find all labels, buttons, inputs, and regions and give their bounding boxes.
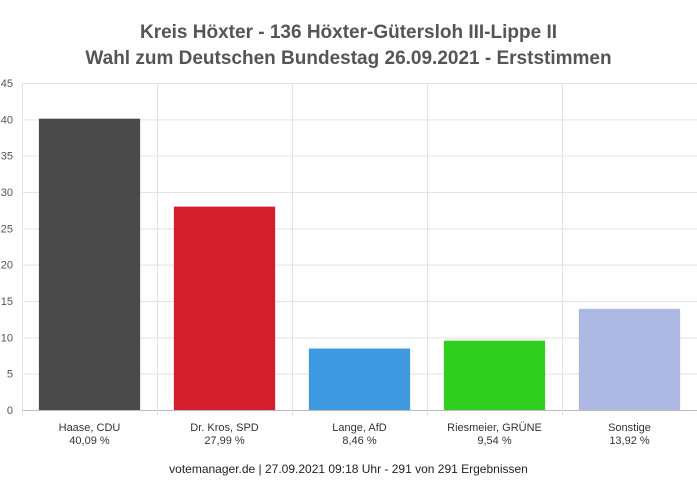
y-tick-label: 5 [7,369,13,381]
y-tick-label: 10 [1,332,13,344]
x-tick-percent-label: 40,09 % [69,435,110,447]
y-tick-label: 45 [1,78,13,90]
y-tick-label: 20 [1,260,13,272]
x-tick-label: Riesmeier, GRÜNE [447,422,542,434]
x-tick-label: Dr. Kros, SPD [190,422,259,434]
bar [443,340,546,410]
x-tick-percent-label: 27,99 % [204,435,245,447]
x-tick-percent-label: 9,54 % [477,435,511,447]
chart-subtitle: Wahl zum Deutschen Bundestag 26.09.2021 … [85,48,612,69]
y-tick-label: 40 [1,114,13,126]
x-tick-percent-label: 13,92 % [609,435,650,447]
y-tick-label: 0 [7,405,13,417]
x-tick-label: Sonstige [608,422,651,434]
bar [578,308,681,410]
x-tick-label: Lange, AfD [332,422,386,434]
y-tick-label: 35 [1,151,13,163]
chart-title: Kreis Höxter - 136 Höxter-Gütersloh III-… [139,22,558,43]
bar [173,206,276,410]
footer-source: votemanager.de | 27.09.2021 09:18 Uhr - … [169,462,528,476]
bar [38,118,141,411]
y-tick-label: 30 [1,187,13,199]
x-tick-percent-label: 8,46 % [342,435,376,447]
y-tick-label: 15 [1,296,13,308]
y-tick-label: 25 [1,223,13,235]
x-tick-label: Haase, CDU [59,422,121,434]
bar [308,348,411,410]
